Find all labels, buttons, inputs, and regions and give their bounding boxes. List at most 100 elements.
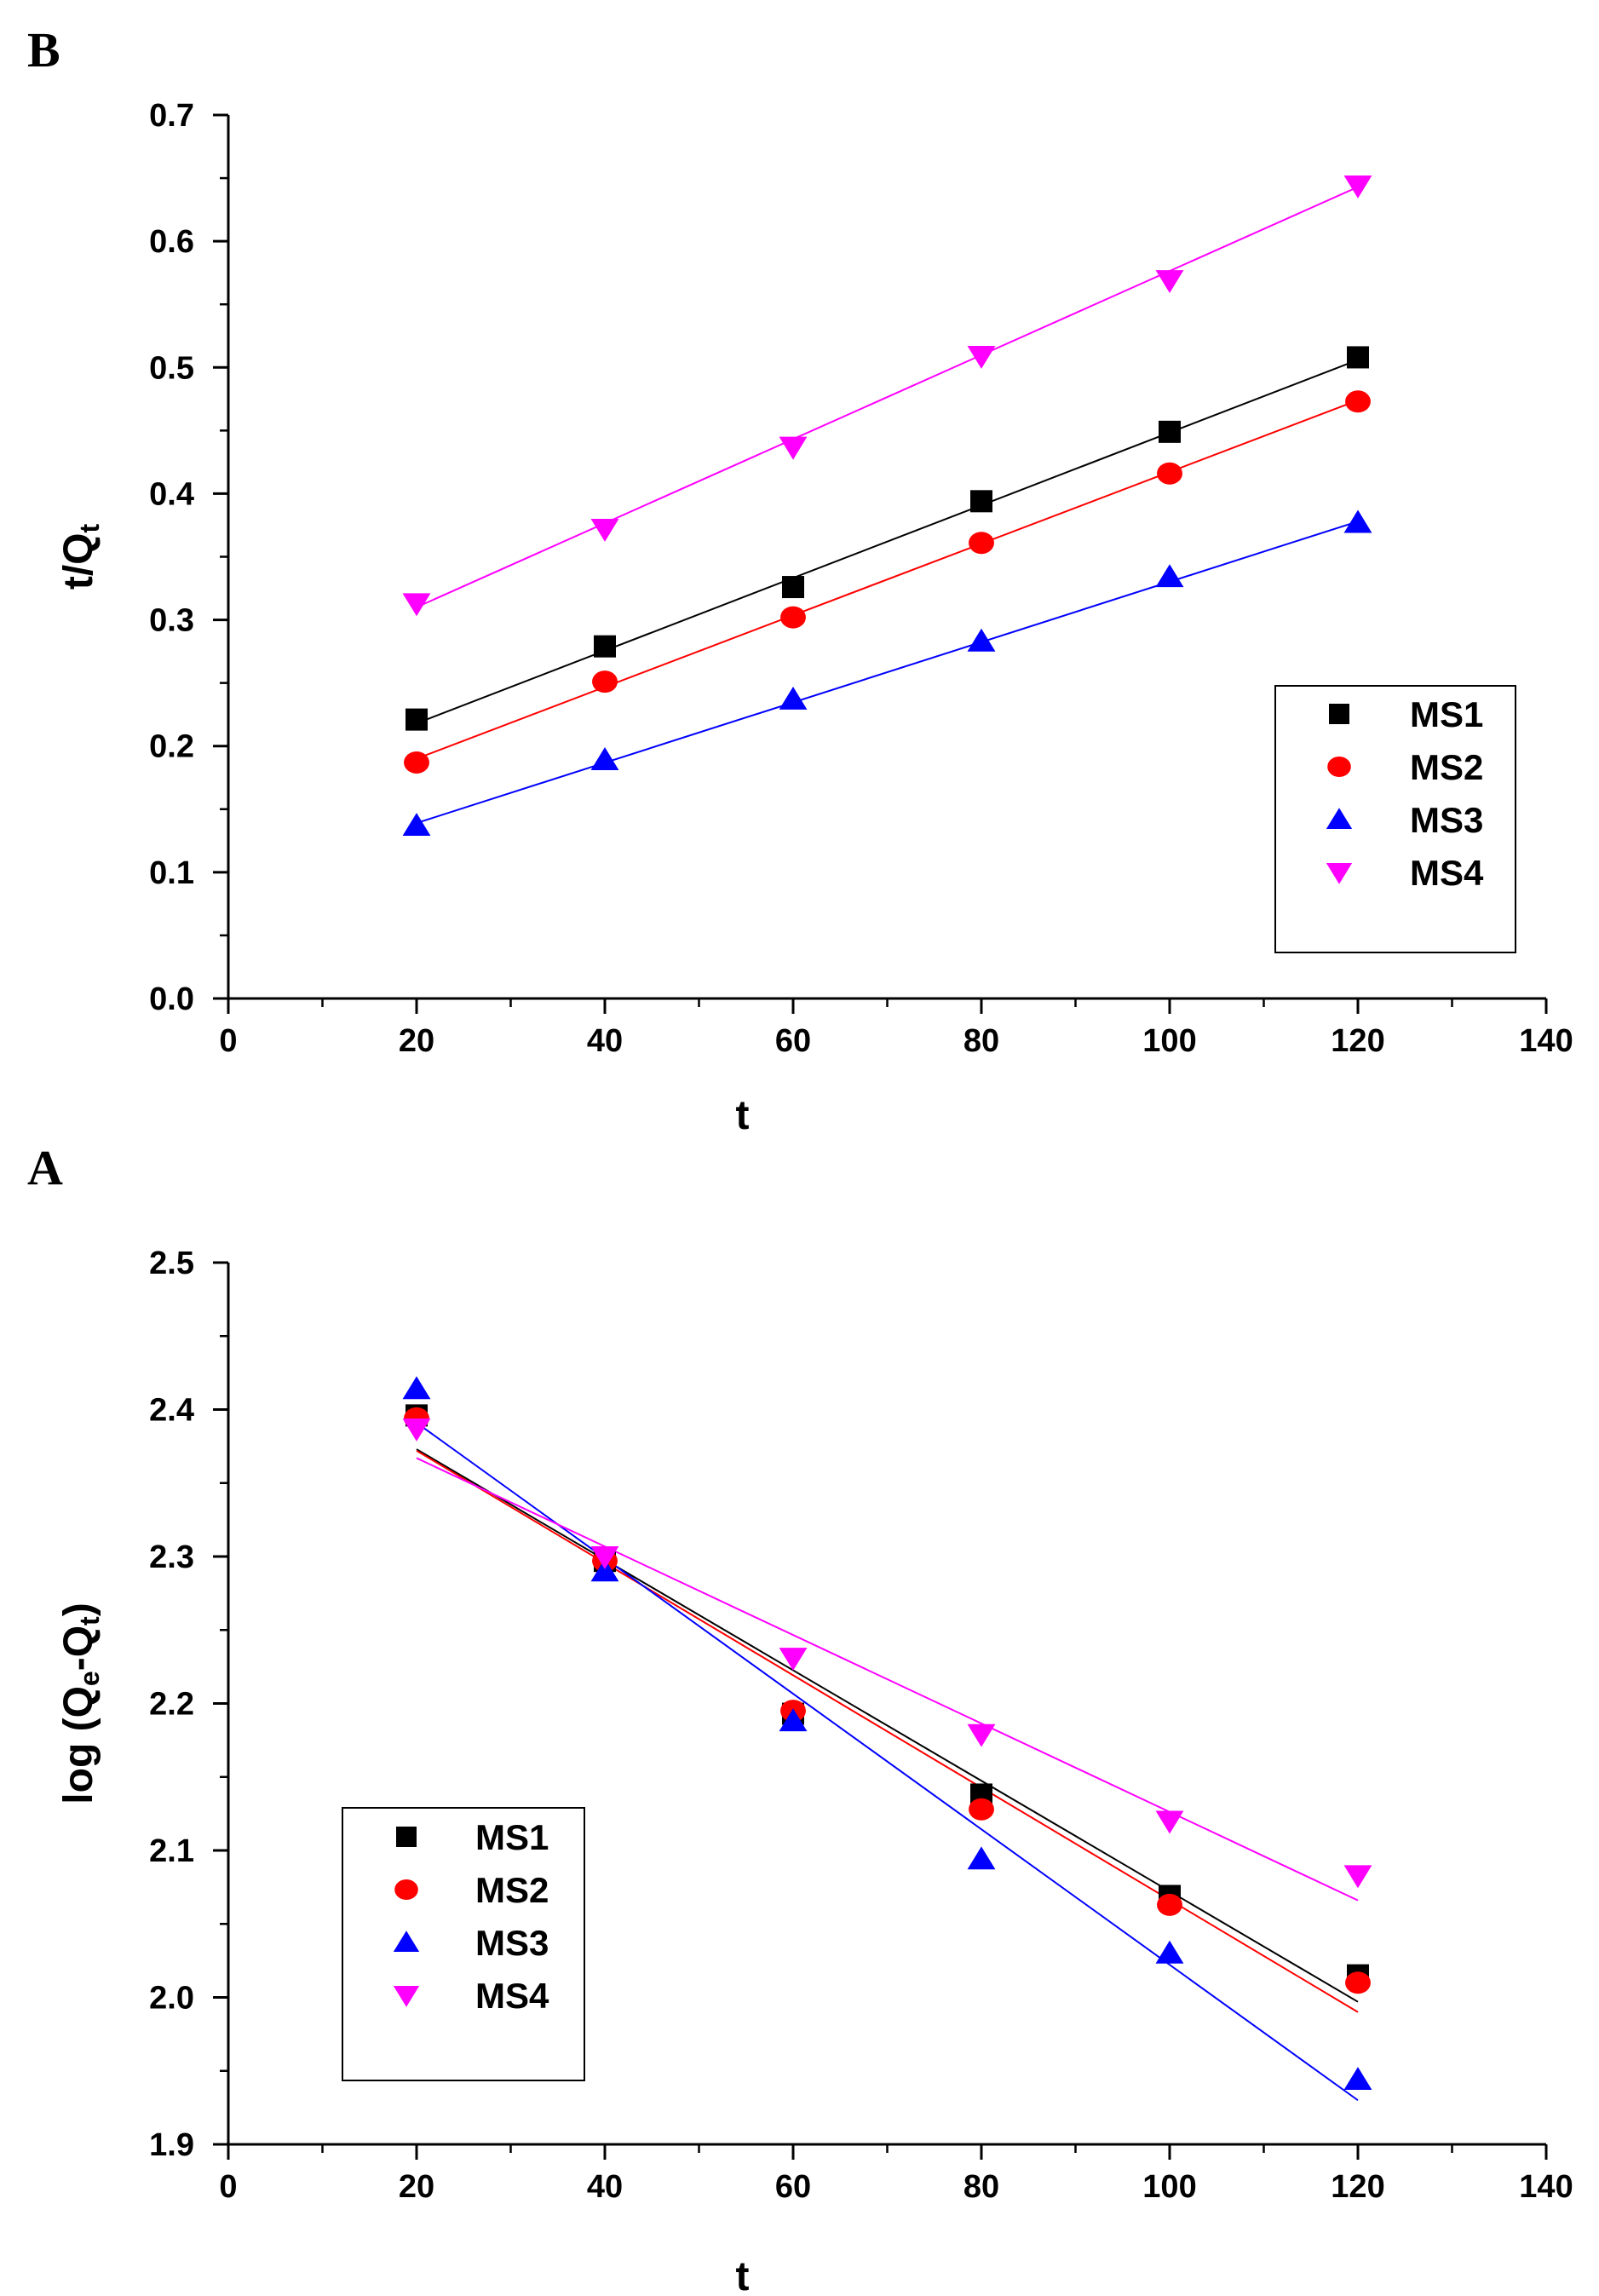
data-point <box>402 1376 431 1400</box>
fit-line-ms2 <box>416 399 1359 760</box>
data-point <box>1157 462 1182 485</box>
legend-marker-ms3 <box>393 1931 420 1953</box>
series-ms4 <box>402 1418 1372 1889</box>
data-point <box>402 1418 431 1441</box>
legend-marker-ms2 <box>394 1879 418 1900</box>
data-point <box>590 1546 619 1569</box>
legend-label-ms1: MS1 <box>475 1817 549 1857</box>
legend-marker-ms1 <box>396 1827 417 1847</box>
legend-box <box>1274 685 1516 953</box>
panel-label: A <box>27 1140 63 1195</box>
legend-label-ms2: MS2 <box>475 1870 549 1910</box>
series-ms3 <box>402 1376 1372 2091</box>
x-tick-label: 60 <box>775 2169 811 2205</box>
fit-line-ms2 <box>416 1449 1359 2013</box>
y-tick-label: 0.3 <box>149 603 194 639</box>
data-point <box>1345 390 1371 413</box>
chart-b-pseudo-second-order: B 0 20 40 60 80 100 120 140 0.0 0.1 0.2 0.3 0.4 0.5 0.6… <box>27 22 1573 1138</box>
x-tick-label: 120 <box>1331 1023 1384 1059</box>
data-point <box>967 1846 996 1870</box>
fit-line-ms4 <box>416 1457 1359 1902</box>
y-tick-label: 0.4 <box>149 476 194 512</box>
y-tick-label: 2.1 <box>149 1833 194 1869</box>
y-tick-label: 2.0 <box>149 1981 194 2017</box>
legend-label-ms4: MS4 <box>1410 853 1484 893</box>
x-tick-label: 120 <box>1331 2169 1384 2205</box>
legend-label-ms3: MS3 <box>1410 800 1483 840</box>
x-tick-label: 60 <box>775 1023 811 1059</box>
y-tick-label: 0.1 <box>149 855 194 891</box>
y-tick-label: 1.9 <box>149 2127 194 2163</box>
fit-line-ms1 <box>416 1448 1359 2003</box>
chart-a-pseudo-first-order: A 0 20 40 60 80 100 120 140 1.9 2.0 2.1 2.2 2.3 2.4 2.5… <box>27 1140 1573 2296</box>
data-point <box>402 593 431 617</box>
x-tick-label: 0 <box>219 2169 237 2205</box>
series-ms1 <box>406 346 1369 731</box>
series-ms4 <box>402 176 1372 617</box>
data-point <box>590 1558 619 1582</box>
x-tick-label: 40 <box>587 1023 623 1059</box>
y-tick-label: 0.5 <box>149 350 194 386</box>
data-point <box>782 576 804 599</box>
data-point <box>1343 176 1372 199</box>
y-axis-title: t/Qt <box>56 524 105 590</box>
legend-marker-ms2 <box>1327 757 1351 777</box>
y-tick-label: 2.2 <box>149 1687 194 1723</box>
legend-label-ms1: MS1 <box>1410 694 1483 734</box>
legend-label-ms4: MS4 <box>475 1976 549 2016</box>
x-tick-label: 20 <box>399 1023 434 1059</box>
legend: MS1 MS2 MS3 MS4 <box>1274 685 1516 953</box>
data-point <box>404 751 429 774</box>
fit-line-ms3 <box>416 1422 1359 2102</box>
data-point <box>779 1648 808 1671</box>
legend-marker-ms1 <box>1329 704 1349 724</box>
data-point <box>779 1708 808 1732</box>
data-point <box>402 813 431 837</box>
data-point <box>969 1798 994 1821</box>
data-point <box>779 686 808 710</box>
series-ms1 <box>406 1404 1369 1987</box>
x-tick-label: 140 <box>1519 1023 1573 1059</box>
legend-box <box>342 1807 585 2081</box>
legend-marker-ms3 <box>1326 808 1353 830</box>
data-point <box>590 747 619 770</box>
data-point <box>1155 270 1184 294</box>
legend: MS1 MS2 MS3 MS4 <box>342 1807 585 2081</box>
x-tick-label: 140 <box>1519 2169 1573 2205</box>
data-point <box>594 635 616 658</box>
data-point <box>967 628 996 652</box>
data-point <box>1343 1865 1372 1889</box>
data-point <box>1343 509 1372 533</box>
y-tick-label: 2.5 <box>149 1246 194 1281</box>
x-axis-title: t <box>736 2254 750 2296</box>
fit-line-ms3 <box>416 521 1359 825</box>
y-tick-label: 2.4 <box>149 1393 194 1429</box>
legend-label-ms2: MS2 <box>1410 747 1483 787</box>
legend-marker-ms4 <box>393 1985 420 2007</box>
x-tick-label: 80 <box>963 2169 999 2205</box>
x-tick-label: 100 <box>1142 1023 1196 1059</box>
data-point <box>1155 1940 1184 1964</box>
y-tick-label: 2.3 <box>149 1539 194 1575</box>
legend-label-ms3: MS3 <box>475 1923 549 1963</box>
panel-label: B <box>27 22 60 78</box>
series-ms3 <box>402 509 1372 837</box>
x-tick-label: 0 <box>219 1023 237 1059</box>
data-point <box>967 1723 996 1747</box>
fit-line-ms1 <box>416 359 1359 724</box>
series-ms2 <box>404 390 1371 774</box>
x-tick-label: 80 <box>963 1023 999 1059</box>
data-point <box>590 518 619 542</box>
x-axis-title: t <box>736 1093 750 1138</box>
data-point <box>1155 564 1184 588</box>
data-point <box>1345 1971 1371 1994</box>
data-point <box>406 708 428 731</box>
data-point <box>1343 2067 1372 2091</box>
y-axis-title: log (Qe-Qt) <box>56 1603 105 1804</box>
y-tick-label: 0.0 <box>149 981 194 1017</box>
y-tick-label: 0.6 <box>149 224 194 260</box>
data-point <box>969 532 994 555</box>
data-point <box>1157 1893 1182 1916</box>
x-tick-label: 100 <box>1142 2169 1196 2205</box>
